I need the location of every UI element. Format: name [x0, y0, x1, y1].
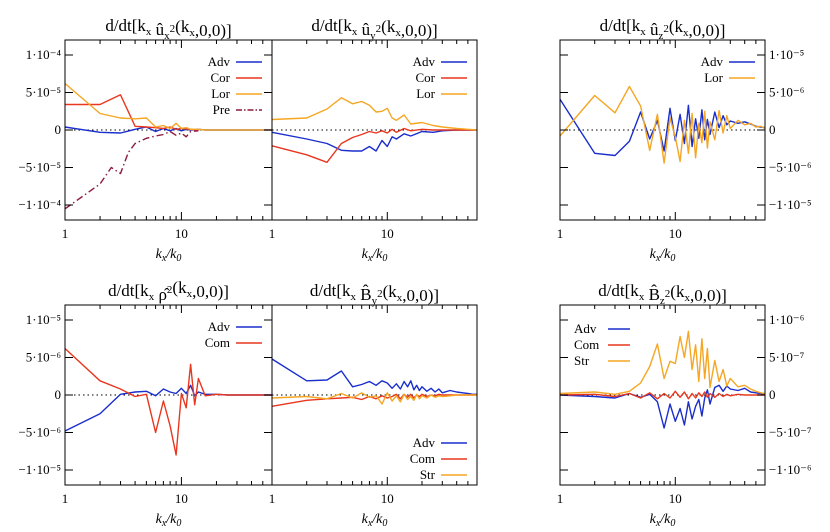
x-axis-label: kx/k0 [156, 512, 182, 527]
chart-title: d/dt[kx B̂y2(kx,0,0)] [310, 281, 439, 307]
x-tick-label: 10 [381, 491, 394, 506]
series-line-com [559, 390, 765, 400]
legend-label: Adv [701, 54, 724, 69]
x-axis-label: kx/k0 [156, 247, 182, 264]
y-tick-label: 1·10⁻⁵ [26, 312, 61, 327]
series-line-adv [271, 358, 477, 395]
y-tick-label: 5·10⁻⁷ [769, 350, 804, 365]
plot-frame [271, 304, 478, 486]
legend-label: Lor [704, 70, 723, 85]
x-tick-label: 10 [381, 226, 394, 241]
chart-title: d/dt[kx ûy2(kx,0,0)] [311, 16, 437, 42]
y-tick-label: −1·10⁻⁵ [769, 197, 812, 212]
series-line-com [271, 393, 477, 407]
y-tick-label: −5·10⁻⁵ [18, 160, 61, 175]
x-tick-label: 1 [557, 491, 564, 506]
series-line-lor [64, 82, 272, 131]
legend-label: Adv [413, 435, 436, 450]
chart-title: d/dt[kx ρ̂2(kx,0,0)] [108, 278, 229, 304]
series-line-lor [271, 97, 478, 131]
legend-label: Str [420, 467, 436, 482]
chart-panel-4: d/dt[kx ρ̂2(kx,0,0)]1 10kx/k0−1·10⁻⁵−5·10… [18, 278, 273, 529]
series-line-str [559, 330, 766, 395]
series-line-adv [271, 129, 477, 152]
legend-label: Adv [208, 319, 231, 334]
y-tick-label: 0 [769, 122, 776, 137]
series-line-str [271, 392, 477, 405]
series-line-lor [559, 85, 766, 164]
y-tick-label: −5·10⁻⁶ [18, 425, 61, 440]
y-tick-label: −1·10⁻⁵ [18, 462, 61, 477]
chart-panel-3: d/dt[kx ûz2(kx,0,0)] 1 10 kx/k0 −1·10⁻⁵ −5·10… [557, 16, 812, 264]
legend-label: Cor [211, 70, 231, 85]
x-axis-label: kx/k0 [650, 247, 676, 264]
y-tick-label: 5·10⁻⁶ [26, 350, 61, 365]
y-tick-label: 1·10⁻⁴ [26, 47, 62, 62]
x-tick-label: 1 [269, 491, 276, 506]
legend-label: Adv [208, 54, 231, 69]
y-tick-label: −1·10⁻⁴ [18, 197, 61, 212]
series-line-pre [64, 130, 199, 210]
x-tick-label: 1 [62, 491, 69, 506]
x-axis-label: kx/k0 [362, 247, 388, 264]
series-line-adv [559, 98, 766, 157]
series-line-com [64, 347, 272, 456]
x-tick-label: 1 [557, 226, 564, 241]
x-tick-label: 1 [269, 226, 276, 241]
chart-title: d/dt[kx ûx2(kx,0,0)] [105, 16, 231, 42]
legend-label: Cor [416, 70, 436, 85]
legend-label: Lor [211, 86, 230, 101]
x-tick-label: 10 [175, 491, 188, 506]
y-tick-label: 1·10⁻⁵ [769, 47, 804, 62]
y-tick-label: −5·10⁻⁶ [769, 160, 812, 175]
legend-label: Com [410, 451, 435, 466]
chart-panel-6: d/dt[kx B̂z2(kx,0,0)] 1 10 kx/k0 −1·10⁻⁶ −5·1… [557, 281, 812, 529]
x-tick-label: 10 [669, 491, 682, 506]
series-line-cor [271, 127, 477, 164]
y-tick-label: 5·10⁻⁵ [26, 85, 61, 100]
legend-label: Com [205, 335, 230, 350]
series-line-adv [559, 384, 766, 429]
x-tick-label: 10 [669, 226, 682, 241]
plot-frame [271, 39, 478, 221]
x-axis-label: kx/k0 [650, 512, 676, 527]
legend-label: Str [574, 353, 590, 368]
chart-title: d/dt[kx ûz2(kx,0,0)] [600, 16, 726, 42]
chart-panel-1: d/dt[kx ûx2(kx,0,0)]1 10kx/k0−1·10⁻⁴−5·10… [18, 16, 273, 264]
x-axis-label: kx/k0 [362, 512, 388, 527]
y-tick-label: −5·10⁻⁷ [769, 425, 812, 440]
y-tick-label: 0 [769, 387, 776, 402]
x-tick-label: 1 [62, 226, 69, 241]
legend-label: Lor [416, 86, 435, 101]
chart-title: d/dt[kx B̂z2(kx,0,0)] [598, 281, 727, 307]
x-tick-label: 10 [175, 226, 188, 241]
legend-label: Adv [413, 54, 436, 69]
series-line-adv [64, 384, 272, 432]
y-tick-label: −1·10⁻⁶ [769, 462, 812, 477]
y-tick-label: 0 [55, 387, 62, 402]
y-tick-label: 0 [55, 122, 62, 137]
y-tick-label: 5·10⁻⁶ [769, 85, 804, 100]
legend-label: Pre [213, 102, 231, 117]
legend-label: Com [574, 337, 599, 352]
y-tick-label: 1·10⁻⁶ [769, 312, 804, 327]
plot-frame [559, 39, 766, 221]
legend-label: Adv [574, 321, 597, 336]
